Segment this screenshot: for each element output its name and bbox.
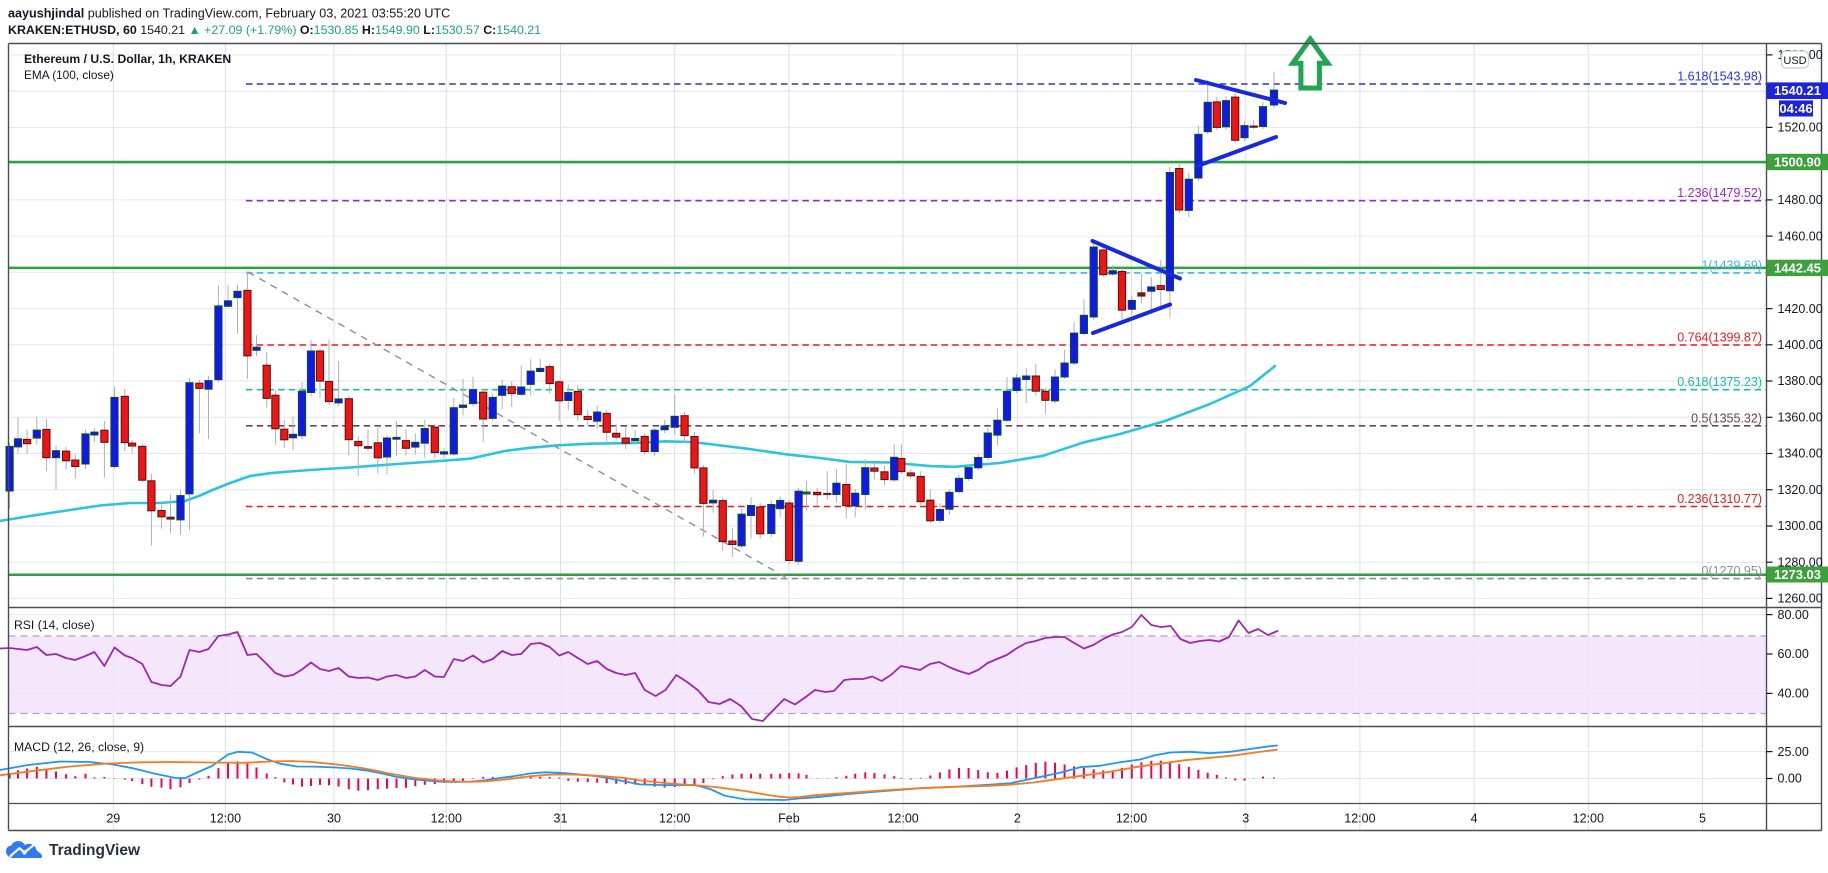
- svg-text:1.618(1543.98): 1.618(1543.98): [1677, 70, 1762, 84]
- svg-text:12:00: 12:00: [431, 812, 462, 826]
- svg-text:EMA (100, close): EMA (100, close): [24, 68, 114, 82]
- svg-text:12:00: 12:00: [1573, 812, 1604, 826]
- svg-text:04:46: 04:46: [1779, 101, 1812, 116]
- svg-text:3: 3: [1242, 812, 1249, 826]
- svg-text:0.236(1310.77): 0.236(1310.77): [1677, 492, 1762, 506]
- svg-text:5: 5: [1699, 812, 1706, 826]
- svg-text:1520.00: 1520.00: [1778, 121, 1823, 135]
- svg-text:1400.00: 1400.00: [1778, 338, 1823, 352]
- svg-text:0.618(1375.23): 0.618(1375.23): [1677, 375, 1762, 389]
- svg-text:30: 30: [327, 812, 341, 826]
- svg-text:12:00: 12:00: [659, 812, 690, 826]
- svg-text:1540.21: 1540.21: [1774, 83, 1821, 98]
- svg-text:USD: USD: [1783, 55, 1806, 67]
- svg-text:12:00: 12:00: [1344, 812, 1375, 826]
- svg-text:1460.00: 1460.00: [1778, 229, 1823, 243]
- svg-text:29: 29: [106, 812, 120, 826]
- svg-text:1480.00: 1480.00: [1778, 193, 1823, 207]
- svg-text:1.236(1479.52): 1.236(1479.52): [1677, 186, 1762, 200]
- svg-text:1260.00: 1260.00: [1778, 592, 1823, 606]
- svg-text:TradingView: TradingView: [49, 842, 141, 859]
- svg-text:1420.00: 1420.00: [1778, 302, 1823, 316]
- svg-text:1442.45: 1442.45: [1774, 260, 1821, 275]
- svg-text:1340.00: 1340.00: [1778, 447, 1823, 461]
- svg-text:1300.00: 1300.00: [1778, 519, 1823, 533]
- svg-text:60.00: 60.00: [1778, 647, 1809, 661]
- svg-text:1360.00: 1360.00: [1778, 411, 1823, 425]
- svg-text:1500.90: 1500.90: [1774, 155, 1821, 170]
- svg-text:0.764(1399.87): 0.764(1399.87): [1677, 331, 1762, 345]
- svg-text:12:00: 12:00: [887, 812, 918, 826]
- svg-text:0.00: 0.00: [1778, 772, 1802, 786]
- svg-text:1380.00: 1380.00: [1778, 374, 1823, 388]
- svg-text:1(1439.69): 1(1439.69): [1702, 258, 1762, 272]
- svg-text:2: 2: [1014, 812, 1021, 826]
- svg-text:aayushjindal published on Trad: aayushjindal published on TradingView.co…: [8, 7, 450, 21]
- svg-text:KRAKEN:ETHUSD, 60 1540.21 ▲ +: KRAKEN:ETHUSD, 60 1540.21 ▲ +27.09 (+1.7…: [8, 23, 541, 37]
- svg-text:MACD (12, 26, close, 9): MACD (12, 26, close, 9): [14, 740, 144, 754]
- svg-text:RSI (14, close): RSI (14, close): [14, 618, 95, 632]
- svg-text:1320.00: 1320.00: [1778, 483, 1823, 497]
- svg-text:4: 4: [1471, 812, 1478, 826]
- svg-text:1273.03: 1273.03: [1774, 567, 1821, 582]
- svg-text:25.00: 25.00: [1778, 745, 1809, 759]
- svg-text:12:00: 12:00: [1116, 812, 1147, 826]
- svg-text:12:00: 12:00: [210, 812, 241, 826]
- svg-text:Feb: Feb: [778, 812, 800, 826]
- svg-text:0.5(1355.32): 0.5(1355.32): [1691, 411, 1762, 425]
- svg-text:80.00: 80.00: [1778, 608, 1809, 622]
- svg-text:Ethereum / U.S. Dollar, 1h, KR: Ethereum / U.S. Dollar, 1h, KRAKEN: [24, 52, 231, 66]
- svg-text:31: 31: [554, 812, 568, 826]
- svg-text:40.00: 40.00: [1778, 687, 1809, 701]
- svg-text:0(1270.95): 0(1270.95): [1702, 564, 1762, 578]
